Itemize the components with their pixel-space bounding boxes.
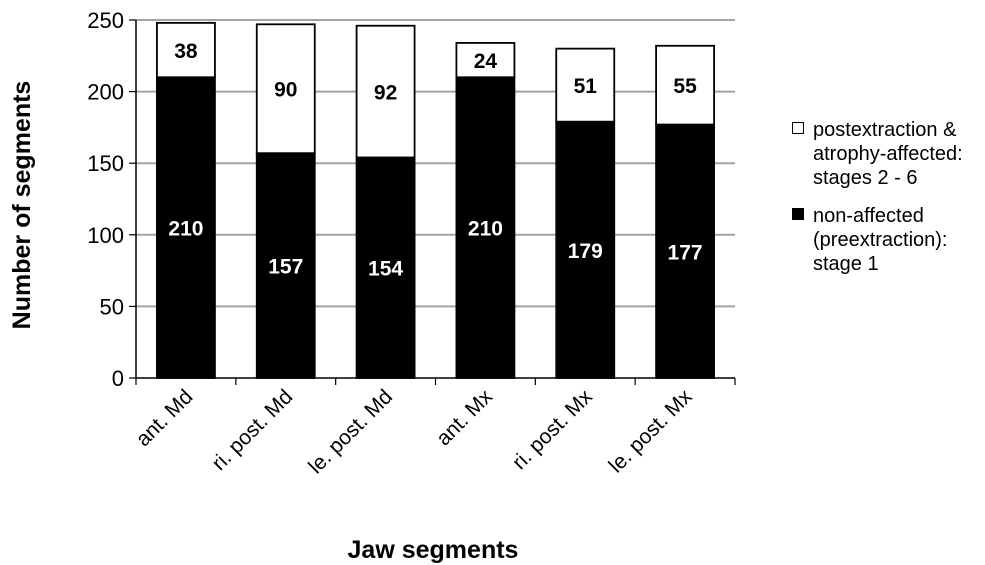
axes <box>129 19 736 385</box>
bar-0-4 <box>555 120 616 379</box>
y-tick-label-50: 50 <box>100 294 124 319</box>
category-label-5: le. post. Mx <box>604 385 697 478</box>
category-label-1: ri. post. Md <box>208 385 298 475</box>
data-label-0-5: 177 <box>668 241 703 264</box>
bar-1-4 <box>555 47 616 123</box>
data-label-1-0: 38 <box>174 40 198 63</box>
data-label-1-1: 90 <box>274 79 297 102</box>
data-label-1-5: 55 <box>673 75 697 98</box>
category-label-4: ri. post. Mx <box>508 385 597 474</box>
legend-label-postextraction: postextraction & atrophy-affected: stage… <box>813 119 963 189</box>
y-tick-label-100: 100 <box>87 223 124 248</box>
category-label-0: ant. Md <box>132 385 198 451</box>
bar-1-2 <box>355 24 416 159</box>
bar-1-5 <box>655 44 715 126</box>
data-label-0-3: 210 <box>468 218 503 241</box>
gridlines <box>136 19 735 308</box>
data-label-0-4: 179 <box>568 240 603 263</box>
legend-swatch-postextraction <box>792 122 804 134</box>
bar-1-1 <box>255 23 316 155</box>
legend-item-postextraction: postextraction & atrophy-affected: stage… <box>790 118 985 190</box>
data-label-1-2: 92 <box>374 82 397 105</box>
data-label-0-2: 154 <box>368 258 403 281</box>
bar-0-0 <box>156 76 216 379</box>
y-tick-label-150: 150 <box>87 151 124 176</box>
x-axis-title: Jaw segments <box>348 536 519 564</box>
bar-1-0 <box>156 21 216 79</box>
data-label-1-4: 51 <box>574 75 598 98</box>
bar-0-3 <box>455 76 516 379</box>
bars <box>156 21 715 379</box>
y-axis-title: Number of segments <box>8 81 36 330</box>
legend-swatch-non-affected <box>792 208 804 220</box>
y-tick-label-200: 200 <box>87 80 124 105</box>
y-tick-label-250: 250 <box>87 8 124 33</box>
data-label-1-3: 24 <box>474 50 498 73</box>
category-label-3: ant. Mx <box>432 385 497 450</box>
data-label-0-1: 157 <box>268 256 303 279</box>
y-tick-label-0: 0 <box>112 366 124 391</box>
bar-1-3 <box>455 42 516 79</box>
legend: postextraction & atrophy-affected: stage… <box>790 118 985 290</box>
legend-label-non-affected: non-affected (preextraction): stage 1 <box>813 205 948 275</box>
category-label-2: le. post. Md <box>304 385 397 478</box>
legend-item-non-affected: non-affected (preextraction): stage 1 <box>790 204 985 276</box>
data-label-0-0: 210 <box>168 218 203 241</box>
